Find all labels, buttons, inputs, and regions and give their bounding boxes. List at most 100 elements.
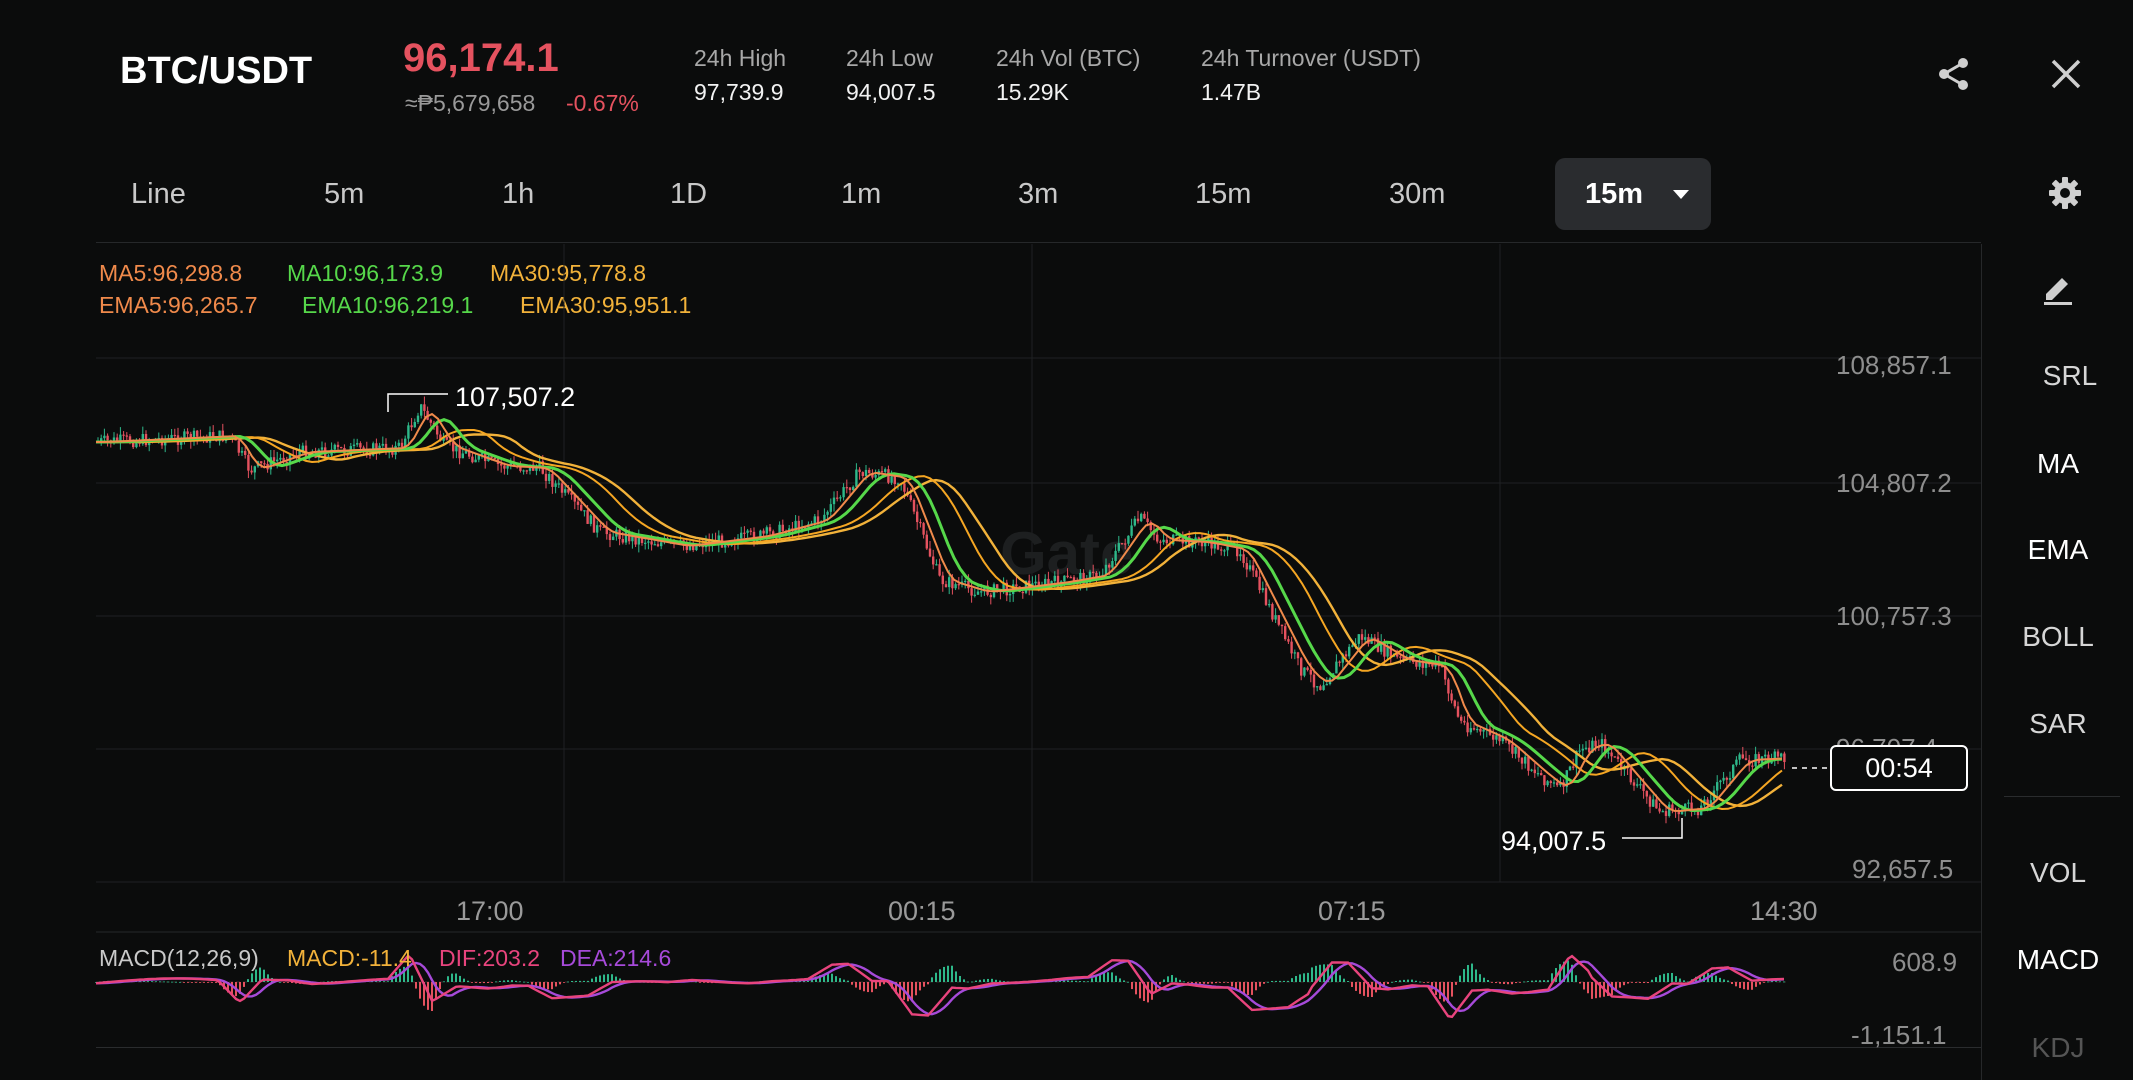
candle-body — [282, 457, 285, 462]
tab-5m[interactable]: 5m — [324, 178, 365, 210]
macd-bar — [1551, 973, 1553, 982]
stat-vol-label: 24h Vol (BTC) — [996, 45, 1141, 71]
candle-body — [535, 467, 538, 471]
macd-bar — [1299, 974, 1301, 982]
candle-body — [1658, 808, 1661, 812]
candle-body — [1517, 746, 1520, 758]
candle-body — [909, 495, 912, 500]
macd-bar — [1651, 979, 1653, 982]
candle-body — [848, 487, 852, 491]
macd-bar — [151, 981, 153, 982]
candle-body — [1706, 799, 1709, 806]
tab-15m[interactable]: 15m — [1195, 178, 1252, 210]
sidebar-item-kdj[interactable]: KDJ — [2031, 1032, 2085, 1063]
candle-body — [1552, 782, 1556, 784]
candle-body — [941, 575, 944, 585]
macd-bar — [1779, 981, 1781, 983]
macd-bar — [863, 982, 865, 992]
candle-body — [186, 431, 189, 434]
candle-body — [1149, 521, 1152, 531]
tab-1h[interactable]: 1h — [502, 178, 535, 210]
macd-bar — [407, 965, 409, 982]
candle-body — [970, 588, 973, 596]
sidebar-item-ema[interactable]: EMA — [2027, 534, 2089, 565]
candle-body — [858, 469, 861, 473]
macd-bar — [1287, 980, 1289, 982]
macd-bar — [1375, 982, 1377, 993]
candle-body — [1495, 735, 1498, 740]
sidebar-item-ma[interactable]: MA — [2037, 448, 2079, 479]
candle-body — [624, 532, 628, 543]
candle-body — [1175, 534, 1178, 536]
macd-bar — [1455, 982, 1457, 985]
tab-line[interactable]: Line — [131, 178, 186, 210]
macd-bar — [1139, 982, 1141, 999]
sidebar-item-sar[interactable]: SAR — [2029, 708, 2087, 739]
candle-body — [1639, 784, 1642, 786]
macd-bar — [911, 982, 913, 1002]
candle-body — [1252, 565, 1255, 571]
macd-bar — [1715, 975, 1717, 982]
candle-body — [1319, 686, 1322, 690]
tab-1d[interactable]: 1D — [670, 178, 708, 210]
tab-30m[interactable]: 30m — [1389, 178, 1446, 210]
fiat-price: ≈₱5,679,658 — [405, 90, 536, 116]
sidebar-item-macd[interactable]: MACD — [2016, 944, 2100, 975]
candle-body — [928, 548, 932, 557]
pencil-icon[interactable] — [2040, 270, 2076, 306]
macd-bar — [1459, 975, 1461, 982]
candlestick-chart[interactable]: Gate — [0, 0, 1981, 1047]
candle-body — [522, 470, 525, 472]
candle-body — [717, 535, 720, 545]
candle-body — [768, 527, 772, 532]
close-icon[interactable] — [2050, 58, 2082, 90]
candle-body — [845, 487, 848, 489]
macd-bar — [1411, 979, 1413, 982]
candle-body — [1184, 536, 1188, 544]
candle-body — [842, 487, 845, 498]
macd-bar — [1239, 982, 1241, 993]
candle-body — [596, 525, 599, 533]
share-icon[interactable] — [1936, 56, 1972, 92]
macd-bar — [1519, 982, 1521, 983]
candle-body — [695, 543, 698, 551]
candle-countdown: 00:54 — [1830, 745, 1968, 791]
candle-body — [1652, 799, 1655, 807]
candle-body — [429, 419, 432, 423]
gear-icon[interactable] — [2048, 176, 2082, 210]
candle-body — [423, 404, 426, 411]
candle-body — [1044, 578, 1047, 588]
macd-bar — [1667, 973, 1669, 982]
candle-body — [1456, 706, 1460, 717]
macd-bar — [283, 982, 285, 983]
sidebar-item-srl[interactable]: SRL — [2042, 360, 2098, 391]
macd-bar — [1143, 982, 1145, 1002]
candle-body — [592, 515, 596, 533]
candle-body — [1021, 591, 1024, 594]
macd-bar — [1535, 980, 1537, 982]
tab-1m[interactable]: 1m — [841, 178, 882, 210]
macd-y-tick-0: 608.9 — [1892, 947, 1958, 977]
tab-3m[interactable]: 3m — [1018, 178, 1059, 210]
candle-body — [272, 457, 276, 462]
sidebar-item-vol[interactable]: VOL — [2029, 857, 2087, 888]
macd-bar — [1567, 960, 1569, 982]
candle-body — [1632, 782, 1636, 786]
ma30-line — [96, 433, 1783, 808]
sidebar-item-boll[interactable]: BOLL — [2022, 621, 2094, 652]
macd-bar — [263, 969, 265, 982]
macd-bar — [527, 981, 529, 983]
macd-bar — [935, 972, 937, 982]
macd-bar — [1735, 982, 1737, 987]
macd-bar — [411, 975, 413, 982]
candle-body — [119, 434, 122, 442]
macd-bar — [919, 982, 921, 991]
ema30-value: EMA30:95,951.1 — [520, 292, 692, 318]
macd-bar — [251, 973, 253, 982]
macd-bar — [1131, 982, 1133, 990]
candle-body — [634, 534, 637, 545]
candle-body — [637, 536, 640, 545]
macd-bar — [1515, 982, 1517, 984]
macd-bar — [471, 982, 473, 983]
interval-dropdown[interactable]: 15m — [1555, 158, 1711, 230]
